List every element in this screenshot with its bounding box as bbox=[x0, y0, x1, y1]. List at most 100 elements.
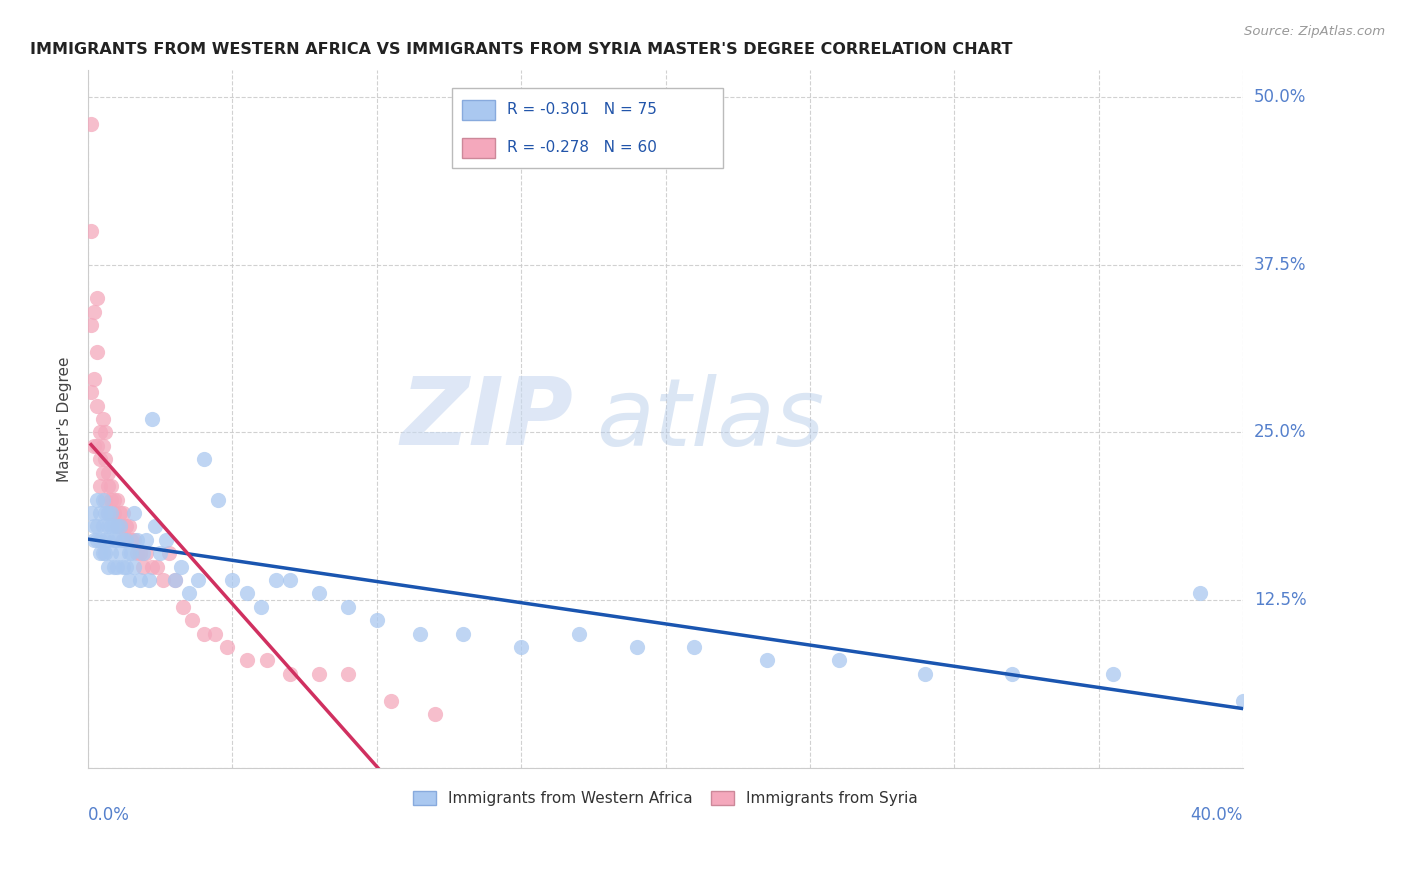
Point bbox=[91, 412, 114, 426]
Point bbox=[155, 533, 177, 547]
Point bbox=[97, 506, 120, 520]
Point bbox=[336, 666, 359, 681]
Point bbox=[141, 412, 163, 426]
Point bbox=[114, 519, 136, 533]
Point bbox=[97, 519, 120, 533]
Text: 25.0%: 25.0% bbox=[1254, 424, 1306, 442]
Point bbox=[105, 492, 128, 507]
Point bbox=[80, 224, 103, 238]
Point bbox=[105, 559, 128, 574]
Point bbox=[683, 640, 706, 654]
Point bbox=[103, 559, 125, 574]
Point bbox=[132, 559, 155, 574]
Point bbox=[83, 372, 105, 386]
Point bbox=[256, 653, 278, 667]
Point bbox=[89, 506, 111, 520]
Point bbox=[409, 626, 432, 640]
Text: atlas: atlas bbox=[596, 374, 824, 465]
Point bbox=[117, 573, 139, 587]
Point bbox=[97, 466, 120, 480]
Point bbox=[97, 559, 120, 574]
Point bbox=[91, 439, 114, 453]
Point bbox=[111, 533, 134, 547]
FancyBboxPatch shape bbox=[463, 138, 495, 158]
Point bbox=[308, 666, 330, 681]
Point bbox=[120, 533, 142, 547]
Point bbox=[124, 533, 146, 547]
Point bbox=[103, 519, 125, 533]
Point bbox=[181, 613, 204, 627]
Point bbox=[103, 492, 125, 507]
Point bbox=[380, 693, 402, 707]
Point bbox=[105, 533, 128, 547]
Point bbox=[83, 519, 105, 533]
Point bbox=[127, 533, 149, 547]
Text: R = -0.278   N = 60: R = -0.278 N = 60 bbox=[508, 141, 657, 155]
Point bbox=[157, 546, 180, 560]
FancyBboxPatch shape bbox=[463, 100, 495, 120]
Point bbox=[215, 640, 238, 654]
Point bbox=[103, 533, 125, 547]
Text: 50.0%: 50.0% bbox=[1254, 88, 1306, 106]
Point bbox=[94, 546, 117, 560]
Point bbox=[91, 466, 114, 480]
Point bbox=[108, 519, 131, 533]
Point bbox=[80, 385, 103, 400]
Point bbox=[97, 506, 120, 520]
Point bbox=[111, 559, 134, 574]
Y-axis label: Master's Degree: Master's Degree bbox=[58, 356, 72, 482]
Point bbox=[94, 492, 117, 507]
Point bbox=[755, 653, 778, 667]
Point bbox=[100, 492, 122, 507]
Point bbox=[193, 626, 215, 640]
Point bbox=[207, 492, 229, 507]
Point bbox=[236, 586, 259, 600]
Point bbox=[626, 640, 648, 654]
Point bbox=[86, 533, 108, 547]
Point bbox=[108, 546, 131, 560]
Point bbox=[89, 479, 111, 493]
Point bbox=[86, 292, 108, 306]
Point bbox=[117, 519, 139, 533]
Point bbox=[141, 559, 163, 574]
Point bbox=[127, 546, 149, 560]
Point bbox=[86, 399, 108, 413]
Point bbox=[278, 666, 301, 681]
Point bbox=[100, 506, 122, 520]
Point bbox=[129, 546, 152, 560]
Point bbox=[108, 519, 131, 533]
Point bbox=[80, 506, 103, 520]
Text: 40.0%: 40.0% bbox=[1191, 806, 1243, 824]
Point bbox=[336, 599, 359, 614]
Point bbox=[97, 479, 120, 493]
Point bbox=[568, 626, 591, 640]
Point bbox=[135, 533, 157, 547]
Point bbox=[193, 452, 215, 467]
Text: 37.5%: 37.5% bbox=[1254, 256, 1306, 274]
Point bbox=[83, 439, 105, 453]
Point bbox=[86, 519, 108, 533]
Point bbox=[149, 546, 172, 560]
Point bbox=[105, 519, 128, 533]
Point bbox=[1188, 586, 1211, 600]
Point bbox=[308, 586, 330, 600]
Legend: Immigrants from Western Africa, Immigrants from Syria: Immigrants from Western Africa, Immigran… bbox=[406, 785, 924, 813]
Point bbox=[828, 653, 851, 667]
Point bbox=[100, 519, 122, 533]
Point bbox=[89, 546, 111, 560]
FancyBboxPatch shape bbox=[451, 87, 723, 168]
Point bbox=[80, 117, 103, 131]
Point bbox=[94, 452, 117, 467]
Point bbox=[100, 479, 122, 493]
Point bbox=[80, 318, 103, 333]
Point bbox=[510, 640, 533, 654]
Point bbox=[914, 666, 936, 681]
Point bbox=[423, 707, 446, 722]
Point bbox=[124, 559, 146, 574]
Point bbox=[278, 573, 301, 587]
Point bbox=[89, 533, 111, 547]
Point bbox=[111, 506, 134, 520]
Point bbox=[187, 573, 209, 587]
Point bbox=[94, 425, 117, 440]
Text: IMMIGRANTS FROM WESTERN AFRICA VS IMMIGRANTS FROM SYRIA MASTER'S DEGREE CORRELAT: IMMIGRANTS FROM WESTERN AFRICA VS IMMIGR… bbox=[31, 42, 1012, 57]
